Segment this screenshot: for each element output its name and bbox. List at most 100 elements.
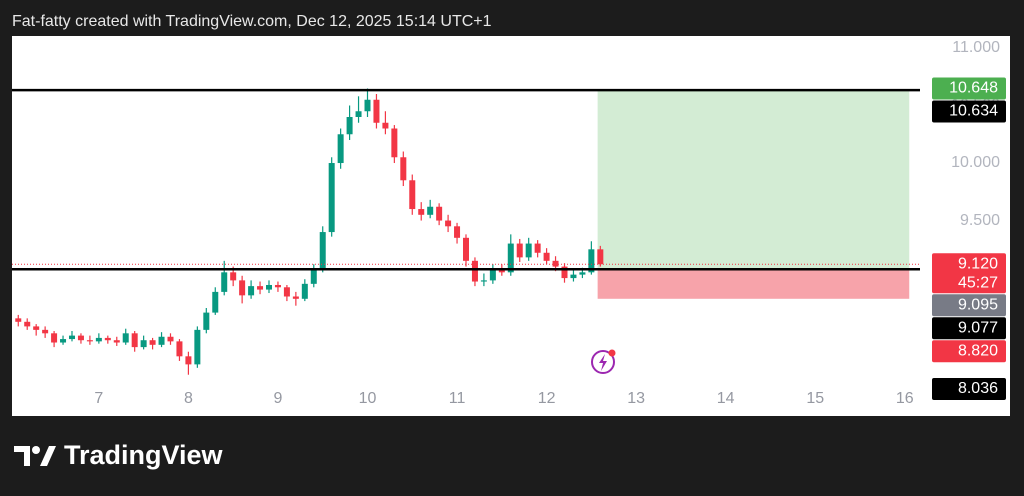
candle-body	[15, 318, 22, 322]
candle-body	[113, 340, 120, 343]
candle-body	[319, 232, 326, 269]
price-label-text: 8.036	[958, 380, 998, 397]
price-label-text: 8.820	[958, 342, 998, 359]
x-tick-label: 10	[359, 390, 377, 407]
x-tick-label: 15	[806, 390, 824, 407]
candle-body	[149, 340, 156, 345]
logo	[14, 446, 56, 466]
header: Fat-fatty created with TradingView.com, …	[12, 13, 492, 30]
candle-body	[77, 335, 84, 341]
candle-body	[489, 268, 496, 281]
candle-body	[409, 180, 416, 210]
price-label-box	[932, 294, 1006, 317]
countdown: 45:27	[958, 274, 998, 291]
y-tick-label: 9.500	[960, 212, 1000, 229]
candle-body	[122, 333, 129, 343]
candle-body	[248, 286, 255, 296]
candle-body	[194, 329, 201, 365]
candle-body	[588, 249, 595, 273]
candle-body	[292, 296, 299, 299]
price-label: 9.120 45:27	[932, 253, 1006, 294]
candle-body	[436, 206, 443, 221]
candle-body	[131, 333, 138, 348]
candle-body	[364, 99, 371, 112]
candle-body	[283, 287, 290, 297]
price-label: 8.820	[932, 340, 1006, 363]
candle-body	[212, 291, 219, 313]
price-label-box	[932, 377, 1006, 400]
x-tick-label: 14	[717, 390, 735, 407]
alert-icon	[591, 349, 616, 374]
candle-body	[543, 252, 550, 261]
candle-body	[355, 111, 362, 118]
candle-body	[239, 280, 246, 296]
candle-body	[203, 312, 210, 330]
candle-body	[445, 220, 452, 227]
candle-body	[561, 266, 568, 279]
candle-body	[68, 335, 75, 340]
candle-body	[346, 117, 353, 135]
candle-body	[471, 260, 478, 282]
price-label-text: 9.120	[958, 255, 998, 272]
candle-body	[463, 237, 469, 261]
candle-body	[176, 341, 183, 357]
candle-body	[24, 321, 31, 327]
candle-body	[579, 272, 586, 275]
candle-body	[570, 274, 577, 279]
price-label-box	[932, 100, 1006, 123]
candle-body	[33, 326, 40, 330]
price-label: 10.634	[932, 100, 1006, 123]
candle-body	[373, 99, 380, 123]
price-label: 9.077	[932, 317, 1006, 340]
candle-body	[104, 337, 111, 341]
brand: TradingView	[64, 440, 224, 470]
candle-body	[525, 243, 532, 258]
price-label-text: 10.634	[949, 103, 998, 120]
price-label-box	[932, 317, 1006, 340]
x-tick-label: 11	[449, 390, 466, 407]
candle-body	[480, 280, 487, 282]
candle-body	[274, 284, 281, 288]
candle-body	[301, 283, 308, 299]
y-tick-label: 11.000	[952, 39, 1000, 56]
candle-body	[534, 243, 541, 253]
price-label: 10.648	[932, 77, 1006, 100]
candle-body	[51, 333, 58, 343]
candle-body	[328, 163, 335, 233]
price-label-text: 10.648	[949, 80, 998, 97]
y-tick-label: 10.000	[951, 154, 1000, 171]
x-tick-label: 8	[184, 390, 193, 407]
price-label-text: 9.095	[958, 296, 998, 313]
candle-body	[158, 336, 165, 345]
candle-body	[454, 226, 461, 238]
candle-body	[337, 134, 344, 164]
candle-body	[185, 356, 192, 365]
candle-body	[310, 268, 317, 284]
price-label-box	[932, 77, 1006, 100]
target-zone	[597, 90, 910, 270]
candle-body	[257, 286, 264, 290]
candle-body	[265, 284, 272, 290]
candle-body	[221, 272, 228, 292]
candle-body	[86, 340, 93, 342]
candle-body	[95, 337, 102, 342]
candle-body	[507, 243, 514, 273]
candle-body	[516, 243, 523, 258]
x-tick-label: 13	[627, 390, 645, 407]
candle-body	[597, 249, 604, 265]
price-label: 8.036	[932, 377, 1006, 400]
candle-body	[552, 260, 559, 267]
x-tick-label: 16	[896, 390, 914, 407]
x-tick-label: 9	[273, 390, 282, 407]
price-label-text: 9.077	[958, 319, 998, 336]
x-tick-label: 7	[94, 390, 103, 407]
price-label: 9.095	[932, 294, 1006, 317]
candle-body	[60, 339, 67, 343]
candle-body	[498, 268, 505, 273]
x-tick-label: 12	[538, 390, 556, 407]
candle-body	[230, 272, 237, 281]
candle-body	[427, 206, 434, 215]
price-label-box	[932, 340, 1006, 363]
candle-body	[382, 122, 389, 129]
